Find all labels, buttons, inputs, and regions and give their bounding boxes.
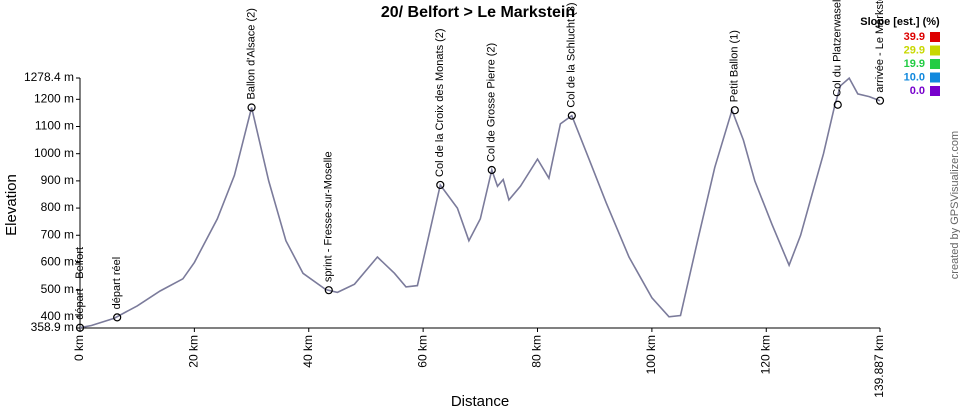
legend-swatch xyxy=(930,86,940,96)
y-tick-label: 1100 m xyxy=(35,119,74,133)
waypoint-label: Petit Ballon (1) xyxy=(729,30,741,102)
legend-label: 0.0 xyxy=(910,85,925,97)
legend-label: 29.9 xyxy=(904,44,925,56)
y-tick-label: 400 m xyxy=(41,309,74,323)
x-tick-label: 0 km xyxy=(72,335,86,361)
waypoint-marker xyxy=(567,111,576,120)
x-tick-label: 120 km xyxy=(758,335,772,374)
waypoint-marker xyxy=(324,286,333,295)
waypoint-label: départ réel xyxy=(111,257,123,310)
x-tick-label: 40 km xyxy=(301,335,315,368)
waypoint-label: Ballon d'Alsace (2) xyxy=(245,8,257,99)
chart-title: 20/ Belfort > Le Markstein xyxy=(381,4,575,21)
y-tick-label: 1000 m xyxy=(34,146,74,160)
waypoint-label: Col de Grosse Pierre (2) xyxy=(486,43,498,162)
waypoint-marker xyxy=(113,313,122,322)
waypoint-marker xyxy=(436,180,445,190)
waypoint-label: Col du Platzerwasel xyxy=(832,0,844,97)
y-tick-label: 1200 m xyxy=(34,91,74,105)
legend-label: 39.9 xyxy=(904,31,925,43)
waypoint-marker xyxy=(730,106,739,115)
waypoint-marker xyxy=(75,323,85,332)
waypoint-label: Col de la Schlucht (3) xyxy=(566,2,578,107)
credit: created by GPSVisualizer.com xyxy=(949,131,960,279)
waypoint-label: Col de la Croix des Monats (2) xyxy=(434,28,446,177)
legend-swatch xyxy=(930,59,940,69)
y-tick-label: 1278.4 m xyxy=(24,70,74,84)
waypoint-marker xyxy=(833,100,842,109)
x-tick-label: 60 km xyxy=(415,335,429,368)
legend-title: Slope [est.] (%) xyxy=(860,16,940,28)
legend-swatch xyxy=(930,72,940,83)
elevation-line xyxy=(79,76,881,329)
x-tick-label: 139.887 km xyxy=(872,335,886,398)
waypoint-label: départ - Belfort xyxy=(74,247,86,320)
y-tick-label: 500 m xyxy=(41,282,74,296)
x-tick-label: 100 km xyxy=(644,335,658,374)
y-tick-label: 900 m xyxy=(41,173,74,187)
y-tick-label: 800 m xyxy=(41,200,74,214)
y-tick-label: 700 m xyxy=(41,227,74,241)
legend-label: 19.9 xyxy=(904,58,925,70)
waypoint-marker xyxy=(875,96,885,105)
x-axis-label: Distance xyxy=(451,393,509,410)
waypoint-label: arrivée - Le Markstein xyxy=(874,0,886,93)
x-tick-label: 80 km xyxy=(530,335,544,368)
legend-swatch xyxy=(930,32,940,42)
legend-swatch xyxy=(930,45,940,56)
waypoint-marker xyxy=(487,165,496,175)
y-tick-label: 358.9 m xyxy=(31,320,74,334)
y-axis-label: Elevation xyxy=(3,174,20,236)
legend-label: 10.0 xyxy=(904,71,925,83)
waypoint-label: sprint - Fresse-sur-Moselle xyxy=(323,151,335,282)
waypoint-marker xyxy=(247,103,256,112)
x-tick-label: 20 km xyxy=(187,335,201,368)
y-tick-label: 600 m xyxy=(41,255,74,269)
